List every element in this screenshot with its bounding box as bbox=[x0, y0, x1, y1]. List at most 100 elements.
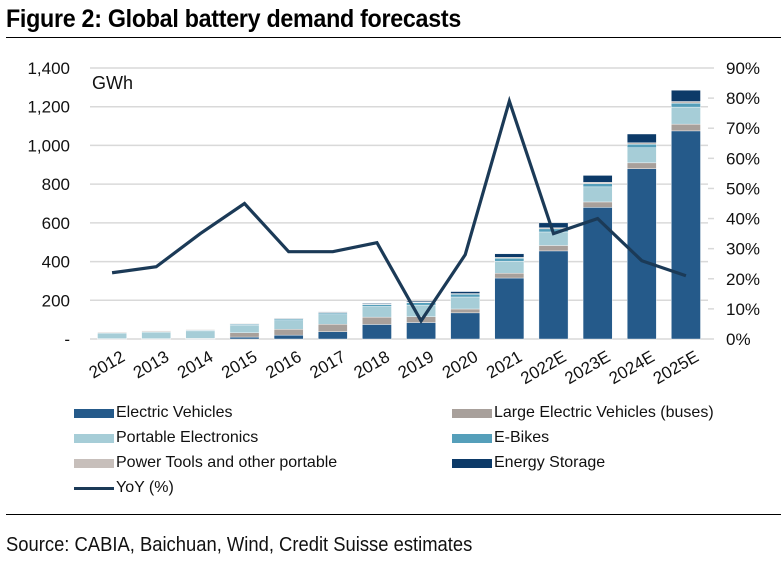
bar-segment-energy-storage bbox=[627, 133, 657, 143]
bar-stack-2021 bbox=[494, 253, 525, 340]
legend-swatch bbox=[452, 458, 492, 468]
bar-segment-large-electric-vehicles-buses bbox=[671, 123, 701, 132]
bar-segment-large-electric-vehicles-buses bbox=[362, 316, 392, 325]
bar-segment-large-electric-vehicles-buses bbox=[229, 332, 260, 338]
bar-stack-2023E bbox=[582, 175, 613, 340]
x-axis: 2012 2013 2014 2015 2016 2017 2018 2019 2020 2021… bbox=[86, 347, 702, 388]
legend-item-electric-vehicles: Electric Vehicles bbox=[74, 403, 233, 423]
x-tick-label: 2019 bbox=[395, 347, 437, 382]
left-tick-label: 800 bbox=[42, 175, 70, 194]
bar-segment-energy-storage bbox=[582, 175, 613, 183]
x-tick-label: 2013 bbox=[130, 347, 172, 382]
bar-segment-electric-vehicles bbox=[229, 336, 260, 340]
legend-label: YoY (%) bbox=[116, 479, 174, 496]
x-tick-label: 2012 bbox=[86, 347, 128, 382]
bar-segment-energy-storage bbox=[671, 90, 701, 102]
left-tick-label: 600 bbox=[42, 214, 70, 233]
bar-segment-e-bikes bbox=[450, 294, 480, 298]
bar-segment-e-bikes bbox=[494, 258, 525, 262]
left-tick-label: 400 bbox=[42, 253, 70, 272]
bar-stack-2017 bbox=[318, 311, 348, 340]
x-tick-label: 2024E bbox=[606, 347, 658, 388]
bar-segment-energy-storage bbox=[494, 253, 525, 258]
bar-segment-portable-electronics bbox=[450, 296, 480, 310]
title-divider bbox=[6, 37, 781, 38]
legend-item-e-bikes: E-Bikes bbox=[452, 428, 549, 448]
bar-segment-portable-electronics bbox=[671, 106, 701, 125]
source-note: Source: CABIA, Baichuan, Wind, Credit Su… bbox=[6, 534, 473, 556]
bar-segment-power-tools-and-other-portable bbox=[627, 142, 657, 145]
legend-label: E-Bikes bbox=[494, 429, 550, 446]
bar-segment-large-electric-vehicles-buses bbox=[582, 201, 613, 208]
bar-segment-e-bikes bbox=[627, 144, 657, 148]
bar-segment-electric-vehicles bbox=[406, 322, 436, 340]
right-tick-label: 0% bbox=[726, 330, 751, 349]
bar-segment-electric-vehicles bbox=[273, 334, 304, 340]
bar-segment-e-bikes bbox=[318, 312, 348, 315]
bar-segment-electric-vehicles bbox=[318, 331, 348, 340]
legend-label: Electric Vehicles bbox=[116, 404, 233, 421]
legend-label: Energy Storage bbox=[494, 454, 606, 471]
bar-stack-2020 bbox=[450, 291, 480, 340]
x-tick-label: 2023E bbox=[562, 347, 614, 388]
legend-item-large-ev-buses: Large Electric Vehicles (buses) bbox=[452, 403, 714, 423]
legend-swatch bbox=[452, 408, 492, 418]
bar-segment-e-bikes bbox=[362, 304, 392, 307]
bar-segment-large-electric-vehicles-buses bbox=[627, 162, 657, 169]
bar-segment-portable-electronics bbox=[273, 320, 304, 330]
x-tick-label: 2022E bbox=[517, 347, 569, 388]
bar-stack-2025E bbox=[671, 90, 701, 340]
bar-stack-2014 bbox=[185, 329, 216, 340]
bar-segment-power-tools-and-other-portable bbox=[141, 330, 171, 332]
bar-stack-2016 bbox=[273, 317, 304, 340]
x-tick-label: 2015 bbox=[218, 347, 260, 382]
right-tick-label: 60% bbox=[726, 149, 760, 168]
bar-segment-e-bikes bbox=[671, 103, 701, 108]
right-tick-label: 10% bbox=[726, 300, 760, 319]
left-tick-label: - bbox=[64, 330, 70, 349]
legend-swatch bbox=[452, 433, 492, 443]
bar-segment-portable-electronics bbox=[582, 186, 613, 203]
bar-segment-power-tools-and-other-portable bbox=[671, 101, 701, 104]
right-tick-label: 20% bbox=[726, 270, 760, 289]
stacked-bars bbox=[97, 90, 701, 340]
x-tick-label: 2025E bbox=[650, 347, 702, 388]
bar-stack-2012 bbox=[97, 331, 127, 340]
bar-stack-2022E bbox=[538, 222, 569, 340]
gridlines bbox=[90, 67, 714, 340]
bar-segment-portable-electronics bbox=[229, 324, 260, 334]
bar-stack-2015 bbox=[229, 323, 260, 340]
bar-stack-2018 bbox=[362, 302, 392, 340]
battery-demand-chart: - 200 400 600 800 1,000 1,200 1,400 0% 10% 20% 30%… bbox=[27, 59, 760, 388]
bar-segment-e-bikes bbox=[582, 183, 613, 188]
bar-segment-electric-vehicles bbox=[362, 324, 392, 340]
x-tick-label: 2020 bbox=[439, 347, 481, 382]
bar-segment-electric-vehicles bbox=[494, 277, 525, 340]
right-tick-label: 50% bbox=[726, 179, 760, 198]
bar-segment-large-electric-vehicles-buses bbox=[494, 272, 525, 279]
yoy-line-path bbox=[111, 95, 687, 324]
bar-segment-large-electric-vehicles-buses bbox=[273, 329, 304, 336]
legend-item-yoy: YoY (%) bbox=[74, 478, 174, 498]
right-tick-label: 90% bbox=[726, 59, 760, 78]
bar-segment-electric-vehicles bbox=[538, 250, 569, 340]
x-tick-label: 2016 bbox=[262, 347, 304, 382]
bar-segment-portable-electronics bbox=[185, 330, 216, 339]
left-tick-label: 1,200 bbox=[27, 98, 70, 117]
bar-segment-power-tools-and-other-portable bbox=[229, 323, 260, 325]
x-tick-label: 2021 bbox=[483, 347, 525, 382]
bar-segment-energy-storage bbox=[450, 291, 480, 294]
left-tick-label: 200 bbox=[42, 291, 70, 310]
bar-segment-electric-vehicles bbox=[627, 168, 657, 340]
bar-segment-energy-storage bbox=[362, 302, 392, 305]
bar-segment-energy-storage bbox=[318, 311, 348, 313]
legend-line-swatch bbox=[74, 486, 114, 490]
bar-segment-electric-vehicles bbox=[450, 312, 480, 340]
bar-segment-portable-electronics bbox=[494, 260, 525, 274]
legend-swatch bbox=[74, 408, 114, 418]
figure-title: Figure 2: Global battery demand forecast… bbox=[6, 5, 461, 33]
source-divider bbox=[6, 514, 781, 515]
right-tick-label: 80% bbox=[726, 89, 760, 108]
legend-swatch bbox=[74, 433, 114, 443]
right-tick-label: 70% bbox=[726, 119, 760, 138]
